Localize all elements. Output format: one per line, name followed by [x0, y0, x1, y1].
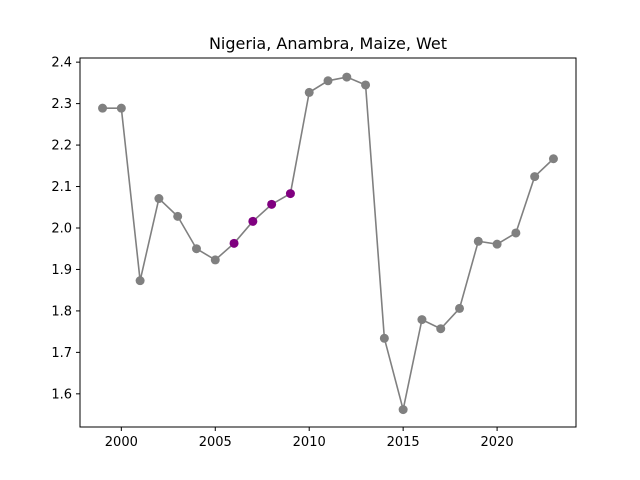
y-tick-label: 2.4 — [51, 56, 72, 71]
chart-title: Nigeria, Anambra, Maize, Wet — [209, 34, 447, 53]
x-tick-label: 2015 — [387, 435, 420, 450]
data-point — [342, 72, 352, 82]
data-point — [304, 87, 314, 97]
plot-area-frame — [79, 57, 577, 428]
data-point — [323, 76, 333, 86]
data-point — [191, 244, 201, 254]
y-tick-label: 2.2 — [51, 139, 72, 154]
y-tick-label: 1.6 — [51, 387, 72, 402]
data-point — [173, 211, 183, 221]
y-tick-label: 2.3 — [51, 97, 72, 112]
data-point — [511, 228, 521, 238]
y-tick-label: 1.7 — [51, 346, 72, 361]
data-point — [492, 239, 502, 249]
x-tick-label: 2010 — [293, 435, 326, 450]
data-point — [210, 255, 220, 265]
highlighted-data-point — [229, 238, 239, 248]
data-point — [473, 236, 483, 246]
highlighted-data-point — [248, 216, 258, 226]
data-point — [548, 154, 558, 164]
y-axis: 1.6 1.7 1.8 1.9 2.0 2.1 2.2 2.3 2.4 — [51, 56, 80, 402]
highlighted-data-point — [285, 189, 295, 199]
data-point — [154, 194, 164, 204]
data-point — [530, 172, 540, 182]
y-tick-label: 2.0 — [51, 221, 72, 236]
data-point — [417, 315, 427, 325]
y-tick-label: 1.8 — [51, 304, 72, 319]
data-point — [455, 303, 465, 313]
data-point — [398, 405, 408, 415]
x-tick-label: 2020 — [481, 435, 514, 450]
data-point — [379, 333, 389, 343]
x-axis: 2000 2005 2010 2015 2020 — [105, 427, 514, 450]
y-tick-label: 2.1 — [51, 180, 72, 195]
highlighted-data-point — [267, 199, 277, 209]
data-point — [135, 276, 145, 286]
data-point — [436, 324, 446, 334]
data-point — [361, 80, 371, 90]
data-point — [98, 103, 108, 113]
series-layer — [98, 72, 558, 415]
series-line — [102, 76, 555, 410]
x-tick-label: 2000 — [105, 435, 138, 450]
y-tick-label: 1.9 — [51, 263, 72, 278]
data-point — [116, 103, 126, 113]
x-tick-label: 2005 — [199, 435, 232, 450]
